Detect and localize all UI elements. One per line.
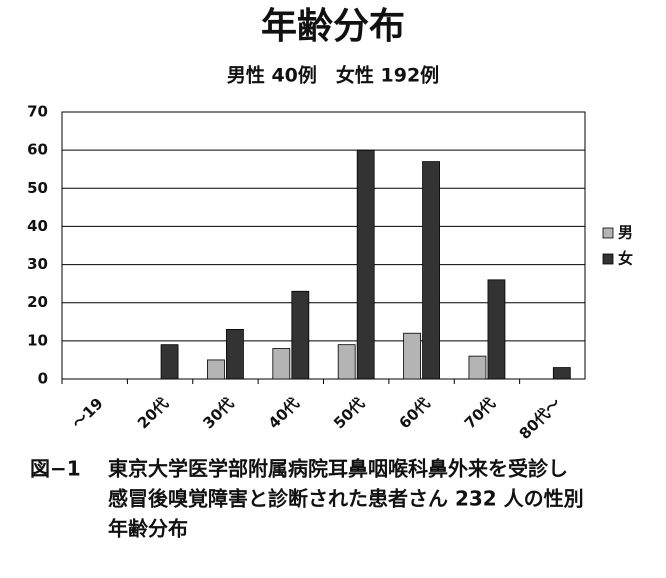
y-tick-label: 60 bbox=[27, 141, 48, 159]
caption-line: 年齢分布 bbox=[108, 517, 188, 541]
bar bbox=[291, 290, 310, 380]
bar bbox=[487, 279, 506, 380]
bar bbox=[552, 367, 571, 380]
y-tick-label: 40 bbox=[27, 217, 48, 235]
x-tick-label: 40代 bbox=[265, 394, 303, 432]
y-tick-label: 10 bbox=[27, 331, 48, 349]
x-tick-label: ～19 bbox=[69, 394, 107, 432]
y-tick-label: 50 bbox=[27, 179, 48, 197]
y-tick-label: 70 bbox=[27, 103, 48, 121]
chart-subtitle: 男性 40例 女性 192例 bbox=[227, 64, 439, 87]
x-tick-label: 20代 bbox=[134, 394, 172, 432]
bar bbox=[272, 348, 291, 380]
chart-title: 年齢分布 bbox=[261, 6, 405, 47]
bar bbox=[207, 359, 225, 380]
legend-label: 男 bbox=[618, 224, 633, 242]
bar bbox=[356, 149, 375, 380]
bar bbox=[403, 332, 421, 380]
x-tick-label: 30代 bbox=[199, 394, 237, 432]
caption-line: 感冒後嗅覚障害と診断された患者さん 232 人の性別 bbox=[108, 487, 584, 511]
caption-line: 東京大学医学部附属病院耳鼻咽喉科鼻外来を受診し bbox=[108, 457, 568, 481]
y-tick-label: 0 bbox=[38, 370, 48, 388]
caption-label: 図−1 bbox=[30, 457, 81, 481]
y-tick-label: 30 bbox=[27, 255, 48, 273]
bar bbox=[422, 161, 440, 380]
bar bbox=[160, 344, 179, 380]
y-tick-label: 20 bbox=[27, 293, 48, 311]
x-tick-label: 70代 bbox=[461, 394, 499, 432]
x-tick-label: 60代 bbox=[395, 394, 433, 432]
bar bbox=[468, 355, 487, 380]
legend-swatch bbox=[602, 227, 614, 239]
bar bbox=[226, 329, 244, 380]
plot-frame bbox=[61, 111, 586, 380]
x-tick-label: 50代 bbox=[330, 394, 368, 432]
legend-label: 女 bbox=[618, 250, 633, 268]
x-tick-label: 80代～ bbox=[516, 394, 565, 443]
legend-swatch bbox=[602, 253, 614, 265]
bar bbox=[337, 344, 356, 380]
